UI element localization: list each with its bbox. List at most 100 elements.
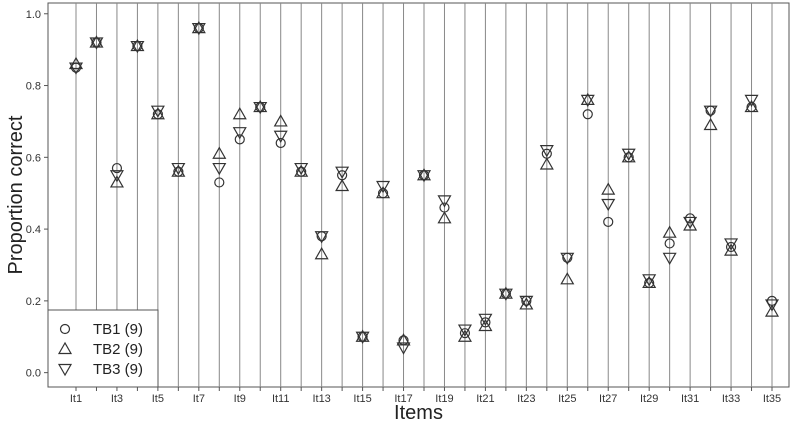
point-tb2-it4	[130, 38, 145, 52]
point-tb3-it7	[191, 23, 206, 36]
point-tb2-it6	[171, 164, 186, 177]
point-tb3-it25	[560, 252, 575, 266]
point-tb3-it8	[212, 162, 227, 176]
x-tick-label: It21	[476, 393, 494, 405]
legend-label-tb3: TB3 (9)	[93, 361, 143, 378]
x-tick-label: It15	[353, 393, 371, 405]
point-tb2-it29	[642, 275, 657, 289]
point-tb3-it31	[683, 216, 698, 230]
point-tb2-it10	[253, 99, 268, 113]
point-tb2-it28	[621, 150, 636, 163]
x-tick-label: It11	[272, 393, 290, 405]
point-tb1-it20	[459, 328, 471, 339]
point-tb3-it15	[355, 331, 370, 344]
point-tb3-it18	[416, 170, 432, 183]
point-tb1-it11	[275, 137, 286, 149]
x-tick-label: It5	[152, 393, 164, 405]
x-tick-label: It7	[193, 393, 205, 405]
data-points	[68, 20, 780, 355]
point-tb3-it11	[273, 130, 288, 143]
x-tick-label: It1	[70, 393, 82, 405]
point-tb3-it23	[519, 295, 534, 309]
point-tb1-it33	[725, 241, 737, 253]
point-tb1-it3	[111, 162, 123, 174]
point-tb2-it2	[89, 35, 104, 48]
point-tb2-it19	[437, 211, 452, 224]
point-tb1-it27	[603, 216, 614, 228]
point-tb3-it13	[314, 231, 329, 244]
point-tb2-it16	[376, 185, 391, 199]
point-tb2-it7	[191, 20, 206, 34]
point-tb3-it9	[232, 127, 247, 140]
point-tb3-it19	[437, 195, 452, 208]
point-tb1-it26	[582, 109, 593, 120]
point-tb3-it32	[703, 105, 718, 118]
point-tb2-it34	[744, 99, 759, 113]
point-tb3-it16	[376, 180, 391, 194]
point-tb2-it27	[601, 182, 616, 195]
point-tb2-it30	[662, 225, 677, 238]
legend-marker-tb3	[57, 363, 73, 377]
point-tb3-it22	[498, 288, 513, 301]
y-tick-label: 0.6	[26, 152, 41, 164]
vertical-gridlines	[75, 3, 773, 387]
point-tb1-it30	[664, 238, 675, 249]
point-tb3-it26	[580, 94, 595, 108]
point-tb3-it2	[89, 37, 104, 50]
point-tb3-it4	[130, 40, 145, 54]
x-tick-label: It9	[234, 393, 246, 405]
point-tb3-it30	[662, 252, 677, 266]
x-tick-label: It19	[435, 393, 453, 405]
point-tb2-it25	[560, 272, 575, 285]
y-tick-label: 0.2	[26, 296, 41, 308]
point-tb2-it18	[416, 168, 432, 181]
point-tb3-it35	[764, 299, 780, 312]
point-tb2-it13	[314, 247, 329, 260]
point-tb1-it21	[480, 317, 491, 328]
legend-marker-tb2	[57, 341, 73, 355]
point-tb2-it35	[764, 304, 780, 317]
point-tb3-it20	[457, 324, 472, 337]
x-tick-label: It25	[558, 393, 576, 405]
point-tb3-it29	[642, 274, 657, 287]
point-tb1-it8	[214, 177, 225, 188]
point-tb2-it14	[335, 178, 350, 192]
point-tb2-it22	[498, 286, 513, 299]
x-axis: It1 It3 It5 It7 It9 It11 It13 It15 It17 It19 It21 I…	[70, 387, 781, 405]
point-tb3-it24	[539, 145, 554, 158]
legend-box	[47, 309, 159, 388]
point-tb2-it9	[232, 107, 247, 120]
point-tb3-it10	[253, 101, 268, 115]
y-tick-label: 0.4	[26, 224, 41, 236]
point-tb2-it26	[580, 92, 595, 105]
y-axis-title: Proportion correct	[5, 115, 27, 274]
x-axis-title: Items	[394, 402, 443, 424]
point-tb2-it31	[683, 218, 698, 231]
point-tb3-it21	[478, 313, 493, 327]
point-tb2-it5	[150, 107, 165, 120]
point-tb1-it31	[685, 213, 696, 224]
point-tb3-it17	[396, 342, 411, 355]
point-tb3-it14	[335, 166, 350, 179]
point-tb3-it34	[744, 94, 759, 108]
plot-frame	[47, 2, 790, 388]
point-tb3-it27	[601, 198, 616, 212]
point-tb3-it33	[724, 238, 739, 251]
point-tb2-it15	[355, 329, 370, 342]
y-tick-label: 0.0	[26, 368, 41, 380]
point-tb2-it32	[703, 117, 718, 131]
y-tick-label: 0.8	[26, 81, 41, 93]
point-tb3-it28	[621, 148, 636, 161]
point-tb1-it9	[234, 134, 245, 145]
point-tb3-it3	[109, 170, 124, 183]
x-tick-label: It27	[599, 393, 617, 405]
legend-label-tb2: TB2 (9)	[93, 341, 143, 358]
x-tick-label: It33	[722, 393, 740, 405]
point-tb2-it33	[724, 243, 739, 256]
legend-label-tb1: TB1 (9)	[93, 321, 143, 338]
legend: TB1 (9) TB2 (9) TB3 (9)	[47, 309, 159, 388]
point-tb3-it6	[171, 162, 186, 176]
point-tb2-it17	[396, 333, 411, 346]
x-tick-label: It13	[312, 393, 330, 405]
